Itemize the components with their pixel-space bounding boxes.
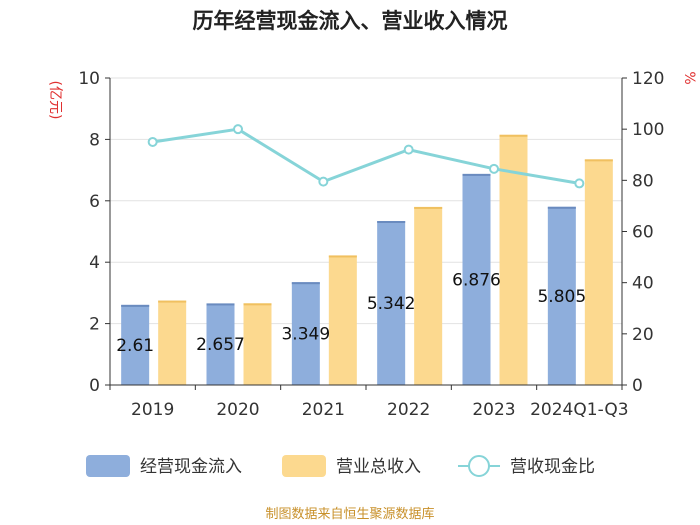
x-tick-label: 2019 (131, 400, 174, 420)
bar-revenue (584, 159, 613, 385)
ratio-point (489, 163, 499, 174)
left-tick-label: 4 (89, 253, 100, 273)
bar-revenue-cap (499, 134, 528, 137)
right-tick-label: 120 (632, 69, 664, 89)
left-tick-label: 6 (89, 192, 100, 212)
legend-swatch-revenue (282, 455, 326, 477)
bar-cash-inflow-cap (377, 221, 406, 224)
data-label: 3.349 (281, 325, 330, 345)
bar-cash-inflow (547, 206, 576, 385)
bar-cash-inflow (121, 304, 150, 385)
x-tick-label: 2022 (387, 400, 430, 420)
right-tick-label: 100 (632, 120, 664, 140)
legend-label-cash-inflow: 经营现金流入 (140, 457, 242, 477)
ratio-point (403, 144, 414, 155)
bar-cash-inflow (377, 221, 406, 385)
x-tick-label: 2023 (472, 400, 515, 420)
right-tick-label: 40 (632, 274, 654, 294)
x-tick-label: 2024Q1-Q3 (530, 400, 628, 420)
left-tick-label: 10 (78, 69, 100, 89)
bar-cash-inflow (291, 282, 320, 385)
right-tick-label: 0 (632, 376, 643, 396)
legend: 经营现金流入 营业总收入 营收现金比 (86, 455, 595, 477)
bar-revenue-cap (414, 206, 443, 209)
ratio-point (574, 178, 585, 189)
bars (121, 134, 613, 385)
x-tick-label: 2021 (302, 400, 345, 420)
bar-cash-inflow (206, 303, 235, 385)
left-tick-label: 8 (89, 130, 100, 150)
x-tick-label: 2020 (216, 400, 259, 420)
bar-cash-inflow-cap (547, 206, 576, 209)
ratio-point (233, 124, 243, 135)
data-label: 5.805 (537, 287, 586, 307)
bar-cash-inflow-cap (291, 282, 320, 285)
ratio-line (147, 124, 585, 189)
bar-revenue (499, 134, 528, 385)
legend-label-ratio: 营收现金比 (510, 457, 595, 477)
left-axis-unit: (亿元) (47, 81, 63, 120)
right-tick-label: 80 (632, 171, 654, 191)
bar-revenue (328, 255, 357, 385)
ratio-point (318, 176, 329, 187)
bar-cash-inflow-cap (121, 304, 150, 307)
data-label: 5.342 (367, 294, 416, 314)
right-tick-label: 60 (632, 223, 654, 243)
bar-revenue (243, 303, 272, 385)
chart-title: 历年经营现金流入、营业收入情况 (193, 9, 508, 33)
data-label: 6.876 (452, 270, 501, 290)
data-label: 2.61 (116, 336, 154, 356)
ratio-point (147, 136, 158, 147)
bar-revenue-cap (584, 159, 613, 162)
bar-revenue (158, 300, 187, 385)
bar-revenue-cap (243, 303, 272, 306)
grid (110, 77, 622, 325)
bar-cash-inflow (462, 173, 491, 385)
right-axis-unit: % (681, 71, 697, 84)
bar-cash-inflow-cap (462, 173, 491, 176)
source-note: 制图数据来自恒生聚源数据库 (265, 506, 434, 522)
bar-revenue-cap (158, 300, 187, 303)
bar-revenue-cap (328, 255, 357, 258)
right-tick-label: 20 (632, 325, 654, 345)
left-tick-label: 0 (89, 376, 100, 396)
bar-cash-inflow-cap (206, 303, 235, 306)
bar-revenue (414, 206, 443, 385)
legend-swatch-cash-inflow (86, 455, 130, 477)
legend-label-revenue: 营业总收入 (336, 457, 421, 477)
data-label: 2.657 (196, 335, 245, 355)
ratio-line-path (152, 127, 580, 185)
data-labels: 2.61 2.657 3.349 5.342 6.876 5.805 (116, 270, 586, 355)
left-tick-label: 2 (89, 315, 100, 335)
legend-marker-ratio (468, 455, 490, 477)
